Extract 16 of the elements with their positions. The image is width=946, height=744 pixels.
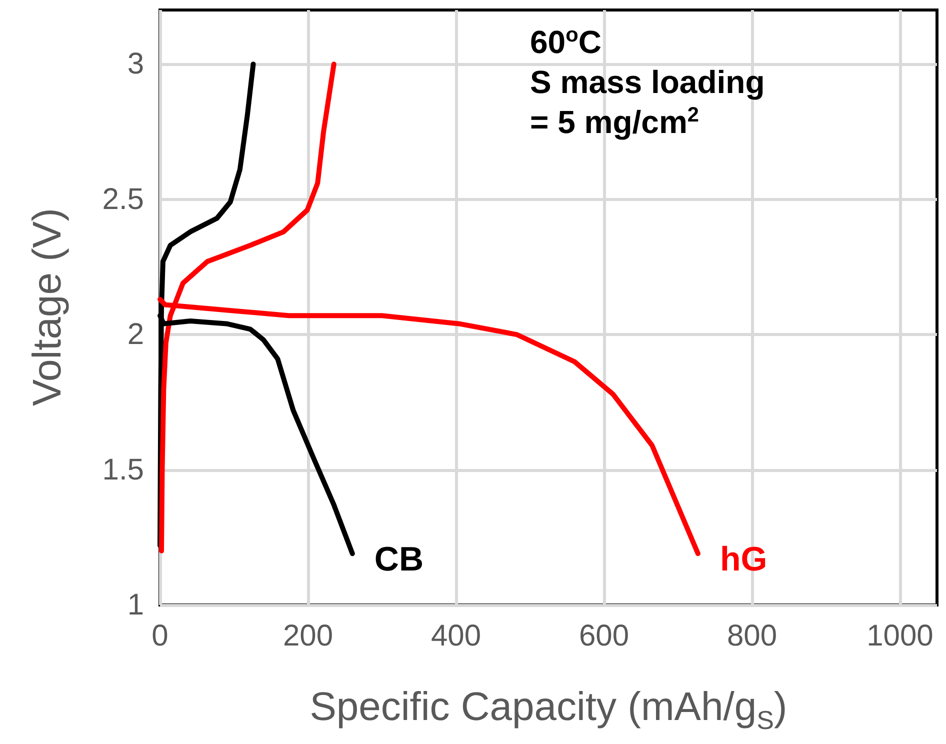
y-tick-label: 2: [127, 318, 144, 352]
x-tick-label: 800: [726, 620, 778, 652]
x-tick-label: 200: [282, 620, 334, 652]
y-axis-title: Voltage (V): [26, 208, 70, 406]
series-label: hG: [720, 540, 768, 579]
annotation: 60$^{o}$C S mass loading = 5 mg/cm$^{2}$: [530, 22, 765, 142]
x-tick-label: 400: [430, 620, 482, 652]
x-tick-label: 1000: [866, 620, 934, 652]
y-tick-label: 1: [127, 588, 144, 622]
y-tick-label: 1.5: [102, 453, 144, 486]
x-axis-title: Specific Capacity (mAh/g$_{S}$): [308, 685, 788, 736]
y-tick-label: 2.5: [102, 182, 144, 216]
series-label: CB: [374, 540, 424, 579]
x-tick-label: 0: [152, 620, 168, 652]
y-tick-label: 3: [127, 48, 144, 81]
x-tick-label: 600: [578, 620, 630, 652]
